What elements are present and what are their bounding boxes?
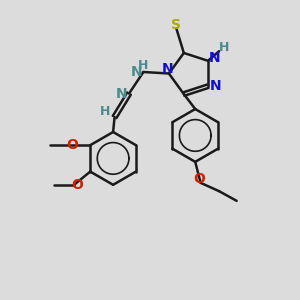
Text: O: O — [71, 178, 83, 191]
Text: H: H — [100, 105, 110, 118]
Text: N: N — [116, 87, 127, 100]
Text: N: N — [131, 65, 142, 79]
Text: N: N — [210, 79, 221, 93]
Text: O: O — [193, 172, 205, 186]
Text: S: S — [171, 18, 181, 32]
Text: H: H — [138, 59, 148, 72]
Text: H: H — [219, 40, 230, 53]
Text: N: N — [162, 62, 173, 76]
Text: N: N — [209, 51, 220, 65]
Text: O: O — [66, 138, 78, 152]
